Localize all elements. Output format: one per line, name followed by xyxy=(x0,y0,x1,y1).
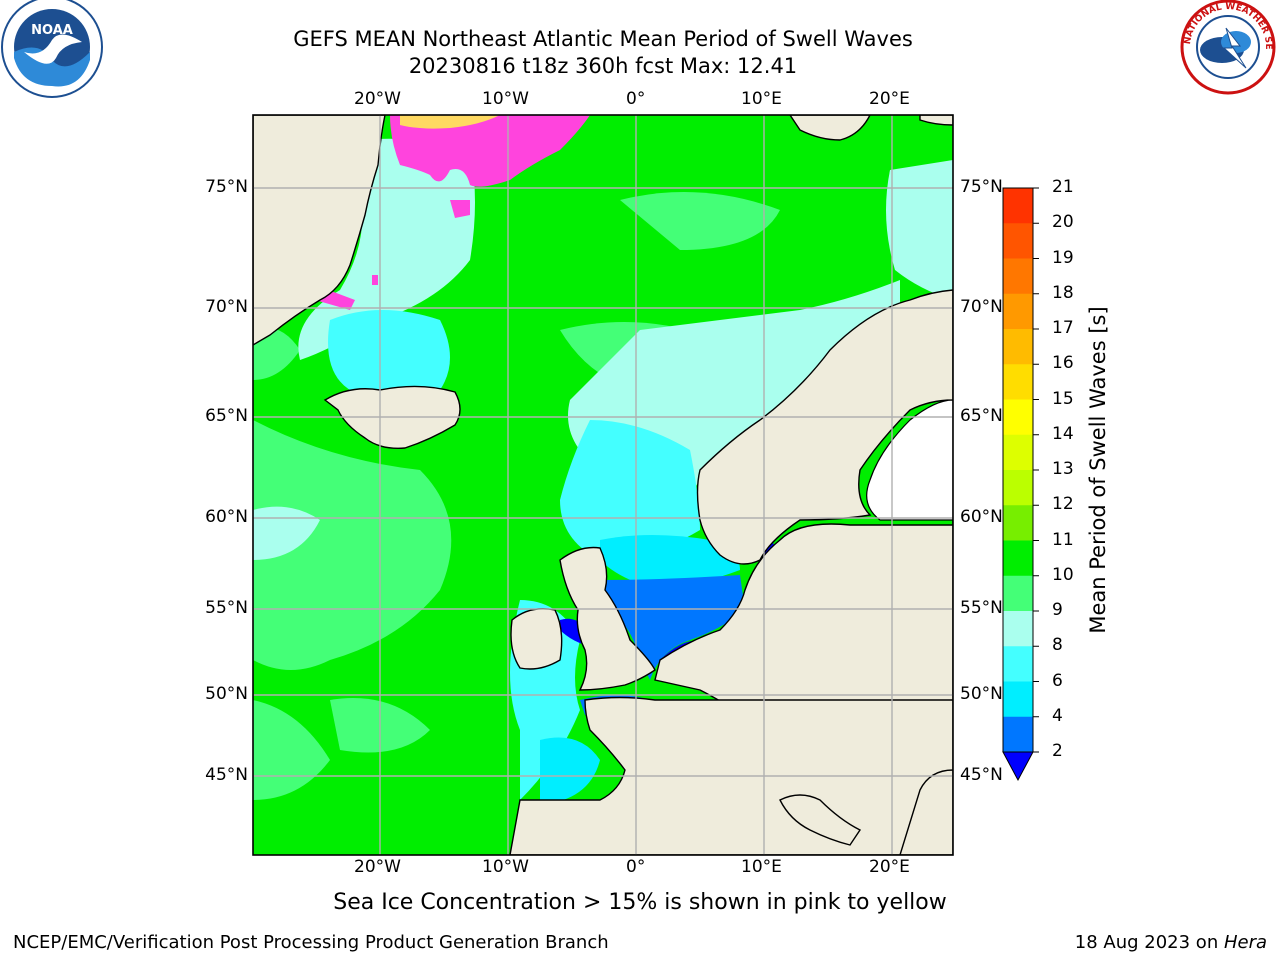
colorbar-segment xyxy=(1003,188,1033,224)
lon-label-bottom: 10°E xyxy=(741,857,782,877)
lon-label-bottom: 10°W xyxy=(482,857,529,877)
colorbar-tick-label: 6 xyxy=(1052,670,1063,691)
colorbar-tick-label: 20 xyxy=(1052,212,1074,233)
colorbar-segment xyxy=(1003,681,1033,718)
lon-label-top: 10°W xyxy=(482,89,529,109)
land-svalbard xyxy=(789,115,871,141)
lat-label-left: 45°N xyxy=(205,765,248,785)
lon-label-top: 10°E xyxy=(741,89,782,109)
noaa-logo: NOAA xyxy=(1,0,103,98)
colorbar-segment xyxy=(1003,293,1033,330)
colorbar-extend-arrow xyxy=(1002,751,1034,782)
lat-label-right: 50°N xyxy=(960,684,1003,704)
colorbar xyxy=(1002,187,1039,782)
lat-label-right: 70°N xyxy=(960,297,1003,317)
svg-text:NATIONAL WEATHER SERVICE: NATIONAL WEATHER SERVICE xyxy=(0,0,1273,50)
lon-label-top: 20°E xyxy=(869,89,910,109)
land-greenland xyxy=(253,115,386,346)
lat-label-left: 50°N xyxy=(205,684,248,704)
footer-date: 18 Aug 2023 on Hera xyxy=(1075,932,1267,953)
map-frame xyxy=(252,114,954,856)
colorbar-label: Mean Period of Swell Waves [s] xyxy=(1086,306,1110,634)
colorbar-tick-label: 15 xyxy=(1052,388,1074,409)
colorbar-tick-label: 19 xyxy=(1052,247,1074,268)
colorbar-tick-label: 21 xyxy=(1052,177,1074,197)
colorbar-tick-label: 17 xyxy=(1052,318,1074,338)
lat-label-left: 55°N xyxy=(205,598,248,618)
footer-organization: NCEP/EMC/Verification Post Processing Pr… xyxy=(13,932,609,953)
colorbar-segment xyxy=(1003,470,1033,506)
colorbar-tick-label: 9 xyxy=(1052,600,1063,620)
colorbar-tick-label: 14 xyxy=(1052,423,1074,444)
sea-ice-region xyxy=(315,115,590,310)
lon-label-top: 0° xyxy=(626,89,646,109)
colorbar-segment xyxy=(1003,611,1033,647)
footer-date-text: 18 Aug 2023 on xyxy=(1074,932,1224,953)
map-graticule xyxy=(253,115,953,855)
map-plot-area xyxy=(253,115,953,855)
lat-label-left: 65°N xyxy=(205,406,248,426)
colorbar-segment xyxy=(1003,575,1033,612)
lat-label-right: 55°N xyxy=(960,598,1003,618)
gulf-of-bothnia xyxy=(866,399,953,521)
colorbar-segment xyxy=(1003,716,1033,753)
colorbar-segment xyxy=(1003,434,1033,471)
lon-label-bottom: 0° xyxy=(626,857,646,877)
colorbar-tick-label: 10 xyxy=(1052,564,1074,585)
chart-title: GEFS MEAN Northeast Atlantic Mean Period… xyxy=(293,27,913,51)
lat-label-left: 70°N xyxy=(205,297,248,317)
colorbar-tick-label: 16 xyxy=(1052,353,1074,374)
footer-host: Hera xyxy=(1223,932,1267,953)
colorbar-tick-label: 4 xyxy=(1052,705,1063,726)
chart-subtitle: 20230816 t18z 360h fcst Max: 12.41 xyxy=(408,54,798,78)
colorbar-segment xyxy=(1003,329,1033,365)
colorbar-segment xyxy=(1003,646,1033,682)
colorbar-tick-label: 2 xyxy=(1052,741,1063,761)
sea-ice-caption: Sea Ice Concentration > 15% is shown in … xyxy=(333,890,947,915)
colorbar-tick-label: 12 xyxy=(1052,494,1074,515)
noaa-logo-text: NOAA xyxy=(31,23,73,38)
colorbar-segment xyxy=(1003,399,1033,436)
colorbar-segment xyxy=(1003,258,1033,295)
land-ireland xyxy=(510,608,563,670)
lon-label-bottom: 20°E xyxy=(869,857,910,877)
colorbar-segment xyxy=(1003,223,1033,259)
swell-short-region-north-sea xyxy=(540,535,740,805)
colorbar-tick-label: 11 xyxy=(1052,529,1074,550)
colorbar-segment xyxy=(1003,505,1033,541)
land-great-britain xyxy=(559,546,656,691)
lat-label-right: 65°N xyxy=(960,406,1003,426)
lat-label-left: 75°N xyxy=(205,177,248,197)
lat-label-right: 60°N xyxy=(960,507,1003,527)
colorbar-segment xyxy=(1003,364,1033,400)
lat-label-left: 60°N xyxy=(205,507,248,527)
nws-logo: NATIONAL WEATHER SERVICE xyxy=(0,0,1276,95)
lon-label-bottom: 20°W xyxy=(354,857,401,877)
colorbar-tick-label: 18 xyxy=(1052,282,1074,303)
lat-label-right: 45°N xyxy=(960,765,1003,785)
lon-label-top: 20°W xyxy=(354,89,401,109)
colorbar-tick-label: 13 xyxy=(1052,459,1074,479)
colorbar-segment xyxy=(1003,540,1033,577)
colorbar-tick-label: 8 xyxy=(1052,635,1063,656)
nws-logo-ring-text: NATIONAL WEATHER SERVICE xyxy=(0,0,1273,50)
lat-label-right: 75°N xyxy=(960,177,1003,197)
